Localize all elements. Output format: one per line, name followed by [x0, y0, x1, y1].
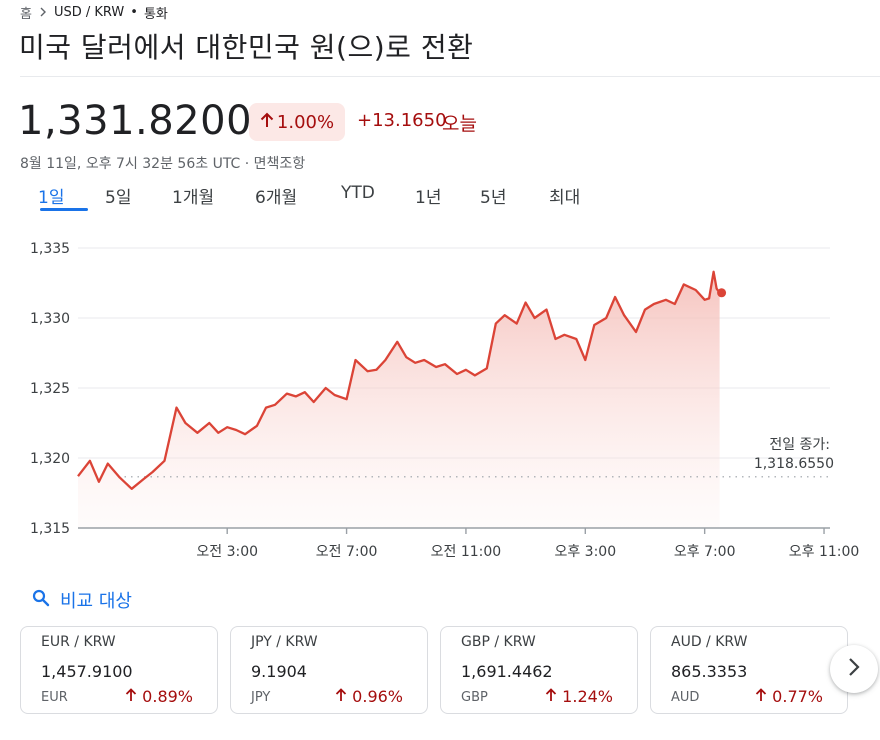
arrow-up-icon	[125, 688, 137, 701]
card-change-percent: 0.96%	[352, 687, 403, 706]
breadcrumb: 홈 USD / KRW • 통화	[20, 3, 168, 22]
y-tick-label: 1,315	[30, 521, 70, 537]
card-change-percent: 1.24%	[562, 687, 613, 706]
divider	[20, 76, 880, 77]
breadcrumb-category[interactable]: 통화	[143, 7, 168, 22]
y-tick-label: 1,325	[30, 381, 70, 397]
arrow-up-icon	[335, 688, 347, 701]
change-percent: 1.00%	[276, 111, 335, 133]
tab-1y[interactable]: 1년	[415, 188, 442, 208]
card-pair: EUR / KRW	[41, 634, 116, 650]
currency-card-jpy[interactable]: JPY / KRW 9.1904 JPY 0.96%	[230, 626, 428, 714]
card-pair: GBP / KRW	[461, 634, 536, 650]
arrow-up-icon	[755, 688, 767, 701]
card-change: 1.24%	[545, 687, 613, 706]
next-cards-button[interactable]	[830, 645, 878, 693]
tab-1m[interactable]: 1개월	[172, 188, 215, 208]
previous-close-label: 전일 종가:	[769, 437, 830, 453]
x-axis-labels: 오전 3:00 오전 7:00 오전 11:00 오후 3:00 오후 7:00 오후 1…	[196, 528, 859, 560]
card-pair: AUD / KRW	[671, 634, 748, 650]
y-axis-labels: 1,335 1,330 1,325 1,320 1,315	[30, 241, 70, 537]
card-change: 0.96%	[335, 687, 403, 706]
currency-card-gbp[interactable]: GBP / KRW 1,691.4462 GBP 1.24%	[440, 626, 638, 714]
card-change: 0.89%	[125, 687, 193, 706]
card-change-percent: 0.77%	[772, 687, 823, 706]
tab-6m[interactable]: 6개월	[255, 188, 298, 208]
previous-close-value: 1,318.6550	[754, 456, 834, 472]
card-rate: 1,691.4462	[461, 662, 553, 681]
x-tick-label: 오후 3:00	[554, 544, 616, 560]
y-tick-label: 1,335	[30, 241, 70, 257]
card-rate: 9.1904	[251, 662, 307, 681]
change-absolute: +13.1650	[357, 110, 447, 131]
y-tick-label: 1,330	[30, 311, 70, 327]
active-tab-indicator	[40, 208, 88, 211]
tab-5y[interactable]: 5년	[480, 188, 507, 208]
page-title: 미국 달러에서 대한민국 원(으)로 전환	[19, 31, 474, 64]
card-code: EUR	[41, 690, 68, 705]
current-price-marker	[717, 288, 727, 298]
x-tick-label: 오후 11:00	[789, 544, 860, 560]
x-tick-label: 오후 7:00	[674, 544, 736, 560]
compare-button[interactable]: 비교 대상	[32, 587, 132, 613]
chevron-right-icon	[38, 6, 48, 20]
card-code: GBP	[461, 690, 488, 705]
search-icon	[32, 589, 50, 612]
breadcrumb-home[interactable]: 홈	[20, 7, 32, 22]
x-tick-label: 오전 7:00	[316, 544, 378, 560]
x-tick-label: 오전 11:00	[431, 544, 502, 560]
y-tick-label: 1,320	[30, 451, 70, 467]
card-code: AUD	[671, 690, 700, 705]
tab-ytd[interactable]: YTD	[341, 183, 375, 203]
arrow-up-icon	[260, 112, 274, 133]
price-line	[77, 270, 721, 490]
tab-max[interactable]: 최대	[549, 188, 581, 208]
x-tick-label: 오전 3:00	[196, 544, 258, 560]
breadcrumb-pair[interactable]: USD / KRW	[53, 5, 125, 20]
currency-card-eur[interactable]: EUR / KRW 1,457.9100 EUR 0.89%	[20, 626, 218, 714]
tab-1d[interactable]: 1일	[38, 188, 65, 208]
price-area	[78, 271, 720, 528]
compare-label: 비교 대상	[60, 591, 132, 612]
timestamp-disclaimer: 8월 11일, 오후 7시 32분 56초 UTC · 면책조항	[20, 156, 306, 172]
current-price: 1,331.8200	[18, 98, 253, 144]
card-code: JPY	[251, 690, 271, 705]
card-change: 0.77%	[755, 687, 823, 706]
range-tabs: 1일 5일 1개월 6개월 YTD 1년 5년 최대	[20, 183, 620, 215]
tab-5d[interactable]: 5일	[105, 188, 132, 208]
chevron-right-icon	[847, 656, 861, 682]
price-chart[interactable]: 1,335 1,330 1,325 1,320 1,315 오전 3:00 오전 7:00…	[0, 228, 880, 568]
card-rate: 1,457.9100	[41, 662, 133, 681]
card-pair: JPY / KRW	[251, 634, 318, 650]
change-percent-badge: 1.00%	[249, 103, 345, 141]
change-period-label: 오늘	[442, 113, 477, 135]
card-rate: 865.3353	[671, 662, 748, 681]
card-change-percent: 0.89%	[142, 687, 193, 706]
arrow-up-icon	[545, 688, 557, 701]
breadcrumb-dot: •	[130, 5, 138, 20]
currency-card-aud[interactable]: AUD / KRW 865.3353 AUD 0.77%	[650, 626, 848, 714]
